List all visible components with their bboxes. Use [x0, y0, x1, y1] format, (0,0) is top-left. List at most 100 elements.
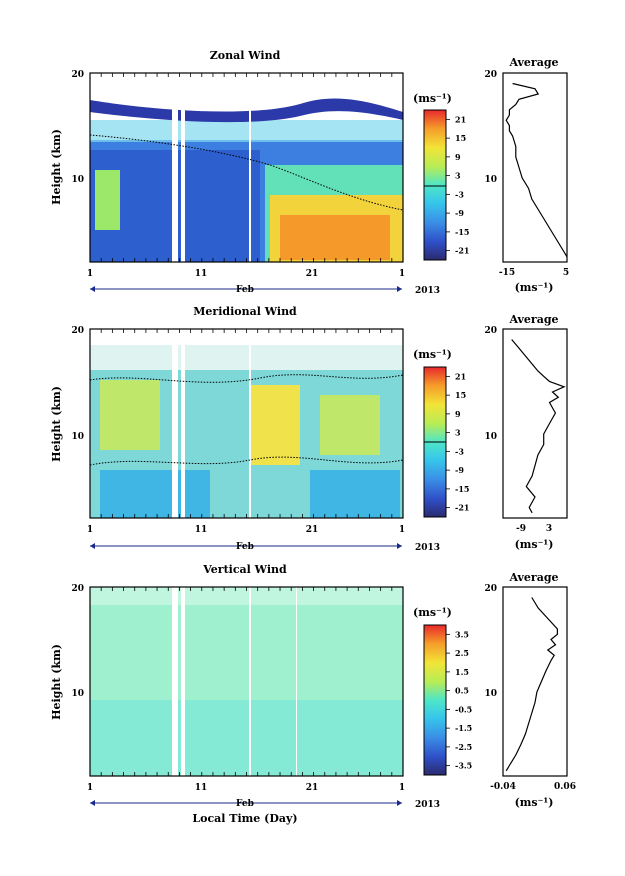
meridional-patch-2	[250, 385, 300, 465]
colorbar-tick-label: -3	[455, 446, 464, 456]
vertical-ytick-10: 10	[71, 689, 84, 699]
meridional-month-axis: Feb 2013	[90, 542, 440, 553]
colorbar-tick-label: 2.5	[455, 648, 469, 658]
vertical-gap-2	[181, 587, 185, 776]
meridional-xtick-11: 11	[195, 525, 208, 535]
vertical-month-axis: Feb 2013	[90, 799, 440, 810]
meridional-average-line	[511, 339, 566, 514]
colorbar-tick-label: -1.5	[455, 723, 472, 733]
vertical-avg-xlabel: (ms⁻¹)	[515, 796, 554, 809]
zonal-minor-ticks	[89, 73, 404, 262]
vertical-title: Vertical Wind	[202, 563, 287, 576]
meridional-average-frame	[502, 328, 568, 519]
vertical-gap-1	[172, 587, 178, 776]
meridional-gap-2	[181, 329, 185, 518]
zonal-zero-contour	[89, 134, 404, 211]
zonal-year-label: 2013	[415, 286, 440, 296]
vertical-avg-ytick-20: 20	[484, 584, 497, 594]
zonal-avg-ytick-20: 20	[484, 70, 497, 80]
zonal-gap-1	[172, 73, 178, 262]
colorbar-tick-label: 3	[455, 428, 461, 438]
colorbar-tick-label: 1.5	[455, 667, 469, 677]
colorbar-tick-label: 3.5	[455, 629, 469, 639]
meridional-patch-4	[100, 470, 210, 518]
meridional-gap-1	[172, 329, 178, 518]
vertical-gap-3	[249, 587, 251, 776]
meridional-xtick-21: 21	[306, 525, 319, 535]
vertical-ytick-20: 20	[71, 584, 84, 594]
vertical-colorbar: (ms⁻¹) 3.5 2.5 1.5 0.5 -0.5 -1.5 -2.5 -3.5	[413, 606, 472, 776]
zonal-ytick-20: 20	[71, 70, 84, 80]
meridional-ytick-20: 20	[71, 326, 84, 336]
vertical-cbar-ticks: 3.5 2.5 1.5 0.5 -0.5 -1.5 -2.5 -3.5	[446, 629, 472, 771]
panel-meridional: Meridional Wind 20 10 Height (km) 1 11 2…	[50, 305, 568, 553]
vertical-avg-xtick-right: 0.06	[554, 782, 576, 792]
vertical-avg-ytick-10: 10	[484, 689, 497, 699]
zonal-average-title: Average	[508, 56, 558, 69]
meridional-xtick-1b: 1	[399, 525, 405, 535]
zonal-average-line	[505, 82, 568, 258]
vertical-xtick-1b: 1	[399, 783, 405, 793]
vertical-average: Average 20 10 -0.04 0.06 (ms⁻¹)	[484, 571, 575, 809]
panel-zonal: Zonal Wind 20 10 Height (km) 1 11 21 1	[50, 49, 569, 296]
colorbar-tick-label: -9	[455, 208, 464, 218]
meridional-ylabel: Height (km)	[50, 386, 63, 462]
meridional-avg-ytick-20: 20	[484, 326, 497, 336]
colorbar-tick-label: 9	[455, 409, 461, 419]
zonal-ytick-10: 10	[71, 175, 84, 185]
meridional-avg-xtick-left: -9	[516, 524, 526, 534]
colorbar-tick-label: -3.5	[455, 761, 472, 771]
vertical-year-label: 2013	[415, 800, 440, 810]
colorbar-tick-label: -9	[455, 465, 464, 475]
colorbar-tick-label: 21	[455, 114, 466, 124]
zonal-field-east-core	[280, 215, 390, 260]
meridional-upper	[90, 345, 403, 370]
colorbar-tick-label: -21	[455, 246, 469, 256]
vertical-xtick-21: 21	[306, 783, 319, 793]
zonal-average: Average 20 10 -15 5 (ms⁻¹)	[484, 56, 569, 294]
vertical-minor-ticks	[89, 587, 404, 776]
zonal-average-frame	[502, 72, 568, 263]
colorbar-tick-label: 15	[455, 133, 466, 143]
meridional-xtick-1: 1	[87, 525, 93, 535]
colorbar-tick-label: -15	[455, 227, 469, 237]
colorbar-tick-label: -0.5	[455, 704, 472, 714]
vertical-xtick-11: 11	[195, 783, 208, 793]
meridional-title: Meridional Wind	[193, 305, 297, 318]
colorbar-tick-label: 15	[455, 390, 466, 400]
vertical-average-title: Average	[508, 571, 558, 584]
vertical-gap-4	[296, 587, 297, 776]
meridional-avg-xlabel: (ms⁻¹)	[515, 538, 554, 551]
zonal-field-mid	[90, 120, 403, 142]
zonal-cbar-gradient	[423, 109, 447, 261]
colorbar-tick-label: 0.5	[455, 686, 469, 696]
vertical-field-top	[90, 587, 403, 605]
vertical-avg-xtick-left: -0.04	[490, 782, 516, 792]
colorbar-tick-label: -2.5	[455, 742, 472, 752]
vertical-xtick-1: 1	[87, 783, 93, 793]
zonal-colorbar: (ms⁻¹) 21 15 9 3 -3 -9 -15 -21	[413, 92, 469, 261]
meridional-minor-ticks	[89, 329, 404, 518]
zonal-month-label: Feb	[236, 285, 254, 295]
meridional-colorbar: (ms⁻¹) 21 15 9 3 -3 -9 -15 -21	[413, 348, 469, 518]
meridional-avg-xtick-right: 3	[546, 524, 552, 534]
colorbar-tick-label: -3	[455, 189, 464, 199]
colorbar-tick-label: -15	[455, 484, 469, 494]
zonal-month-axis: Feb 2013	[90, 285, 440, 296]
colorbar-tick-label: 21	[455, 371, 466, 381]
meridional-patch-3	[320, 395, 380, 455]
zonal-avg-xtick-right: 5	[563, 268, 569, 278]
zonal-gap-3	[249, 73, 251, 262]
zonal-gap-2	[181, 73, 185, 262]
zonal-ylabel: Height (km)	[50, 129, 63, 205]
meridional-avg-ytick-10: 10	[484, 432, 497, 442]
meridional-gap-3	[249, 329, 251, 518]
vertical-month-label: Feb	[236, 799, 254, 809]
zonal-xtick-21: 21	[306, 269, 319, 279]
vertical-average-line	[505, 597, 558, 772]
zonal-avg-ytick-10: 10	[484, 175, 497, 185]
meridional-cbar-ticks: 21 15 9 3 -3 -9 -15 -21	[446, 371, 469, 513]
meridional-month-label: Feb	[236, 542, 254, 552]
zonal-jet-band	[90, 98, 403, 123]
vertical-average-frame	[502, 586, 568, 777]
